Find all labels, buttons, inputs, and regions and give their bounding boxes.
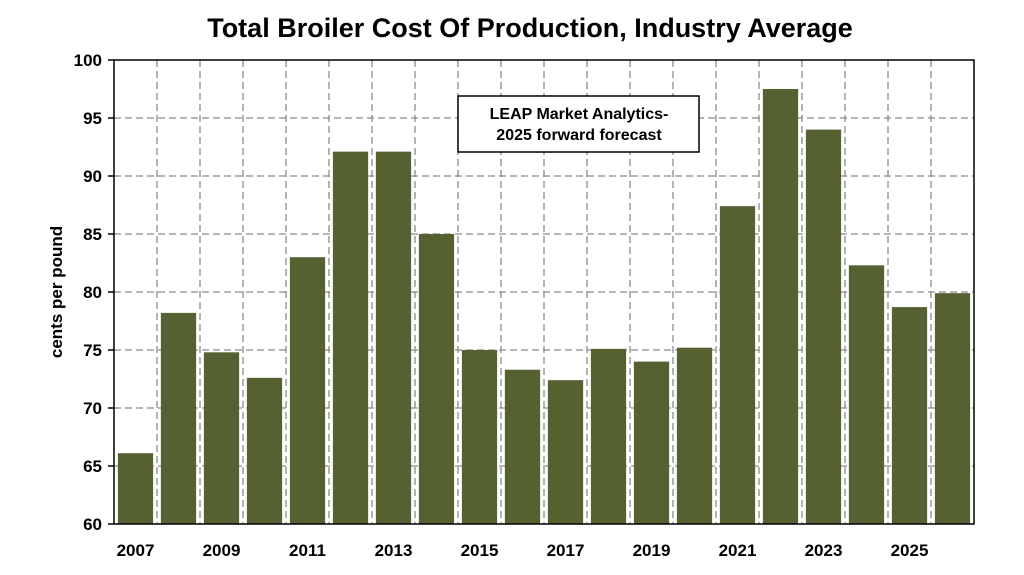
y-tick-label: 75 (83, 341, 102, 360)
annotation-box: LEAP Market Analytics- 2025 forward fore… (457, 95, 700, 153)
y-tick-label: 80 (83, 283, 102, 302)
x-tick-label: 2017 (547, 541, 585, 560)
bar-2019 (633, 361, 670, 524)
x-axis-ticks: 2007 2009 2011 2013 2015 2017 2019 2021 2023 2025 (117, 541, 929, 560)
x-tick-label: 2013 (375, 541, 413, 560)
bar-2021 (719, 206, 756, 524)
annotation-line-1: LEAP Market Analytics- (490, 106, 669, 123)
y-tick-label: 95 (83, 109, 102, 128)
bar-2008 (160, 312, 197, 524)
bars (117, 89, 971, 524)
bar-2011 (289, 257, 326, 524)
x-tick-label: 2021 (719, 541, 757, 560)
annotation-line-2: 2025 forward forecast (496, 127, 662, 144)
y-tick-label: 65 (83, 457, 102, 476)
x-tick-label: 2009 (203, 541, 241, 560)
bar-2026 (934, 293, 971, 524)
x-tick-label: 2015 (461, 541, 499, 560)
bar-2012 (332, 151, 369, 524)
bar-2020 (676, 347, 713, 524)
y-tick-label: 100 (74, 51, 102, 70)
bar-2013 (375, 151, 412, 524)
bar-2010 (246, 377, 283, 524)
y-tick-label: 90 (83, 167, 102, 186)
bar-2016 (504, 369, 541, 524)
x-tick-label: 2025 (891, 541, 929, 560)
y-tick-label: 85 (83, 225, 102, 244)
y-axis-label: cents per pound (47, 226, 66, 358)
bar-2018 (590, 348, 627, 524)
y-tick-label: 60 (83, 515, 102, 534)
x-tick-label: 2023 (805, 541, 843, 560)
chart-title: Total Broiler Cost Of Production, Indust… (207, 13, 853, 43)
gridlines (114, 60, 974, 524)
bar-2023 (805, 129, 842, 524)
bar-2024 (848, 265, 885, 524)
y-axis-ticks: 60 65 70 75 80 85 90 95 100 (74, 51, 114, 534)
bar-2009 (203, 352, 240, 524)
bar-2017 (547, 380, 584, 524)
annotation-frame (457, 95, 700, 153)
bar-2007 (117, 453, 154, 524)
x-tick-label: 2019 (633, 541, 671, 560)
bar-2015 (461, 350, 498, 524)
bar-2025 (891, 307, 928, 524)
x-tick-label: 2011 (289, 541, 326, 560)
bar-2014 (418, 234, 455, 524)
y-tick-label: 70 (83, 399, 102, 418)
x-tick-label: 2007 (117, 541, 155, 560)
bar-2022 (762, 89, 799, 524)
